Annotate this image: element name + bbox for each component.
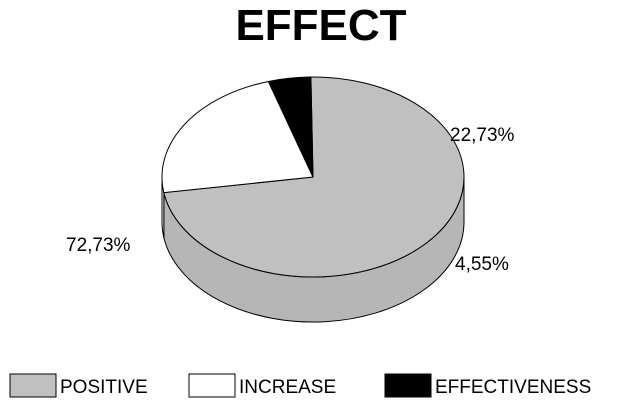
slice-label-effectiveness: 4,55% <box>455 254 509 275</box>
pie-slice-positive <box>163 76 465 278</box>
legend-label-positive: POSITIVE <box>60 377 148 398</box>
slice-label-increase: 22,73% <box>450 125 515 146</box>
chart-title: EFFECT <box>235 1 406 50</box>
legend-item-effectiveness: EFFECTIVENESS <box>384 373 591 398</box>
legend-swatch-positive <box>9 373 57 398</box>
pie-group <box>161 76 465 323</box>
legend-swatch-increase <box>188 373 236 398</box>
legend-item-increase: INCREASE <box>188 373 336 398</box>
slice-label-positive: 72,73% <box>66 235 131 256</box>
legend-label-effectiveness: EFFECTIVENESS <box>435 377 591 398</box>
legend-label-increase: INCREASE <box>239 377 336 398</box>
legend: POSITIVE INCREASE EFFECTIVENESS <box>9 373 591 398</box>
legend-item-positive: POSITIVE <box>9 373 148 398</box>
pie-slice-increase <box>161 80 314 194</box>
legend-swatch-effectiveness <box>384 373 432 398</box>
pie-slice-effectiveness <box>267 76 314 178</box>
